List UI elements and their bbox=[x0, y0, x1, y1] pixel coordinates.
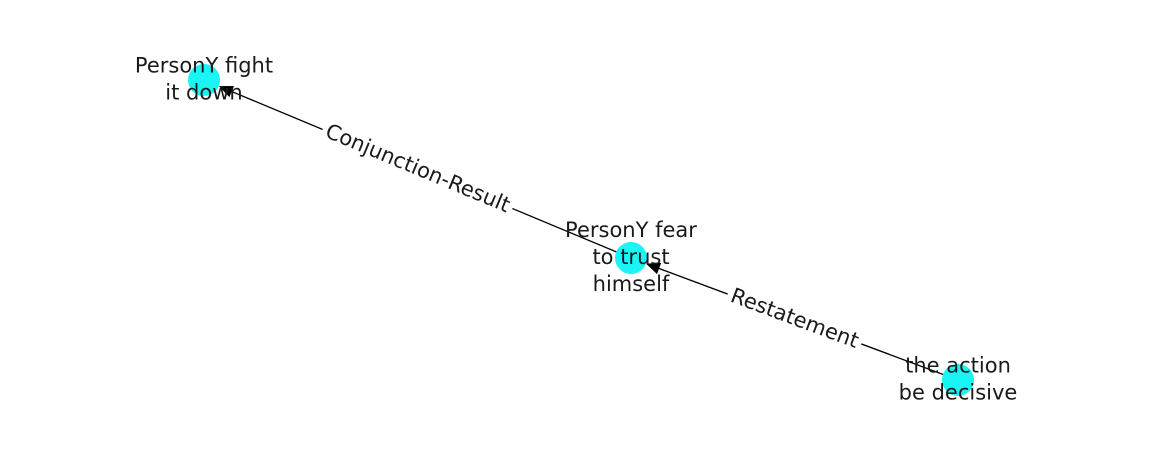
node-label-line: to trust bbox=[592, 245, 669, 269]
node bbox=[942, 364, 974, 396]
edge-label-group: Restatement bbox=[723, 280, 867, 356]
node-circle bbox=[188, 64, 220, 96]
node bbox=[615, 242, 647, 274]
node-label-line: it down bbox=[165, 81, 242, 105]
edge-label-group: Conjunction-Result bbox=[318, 116, 518, 220]
edge-label-background bbox=[723, 280, 867, 356]
node-label-line: himself bbox=[593, 272, 670, 296]
nodes-layer bbox=[188, 64, 974, 396]
arrow-head-icon bbox=[218, 86, 234, 98]
node bbox=[188, 64, 220, 96]
node-circle bbox=[615, 242, 647, 274]
arrow-head-icon bbox=[645, 262, 662, 275]
node-label-line: PersonY fear bbox=[565, 218, 697, 242]
edge-label-background bbox=[318, 116, 518, 220]
edge-label: Conjunction-Result bbox=[322, 119, 514, 217]
edge-label: Restatement bbox=[728, 283, 863, 353]
node-label-line: PersonY fight bbox=[135, 54, 273, 78]
node-label-line: be decisive bbox=[899, 381, 1018, 405]
node-label-line: the action bbox=[905, 354, 1011, 378]
node-circle bbox=[942, 364, 974, 396]
